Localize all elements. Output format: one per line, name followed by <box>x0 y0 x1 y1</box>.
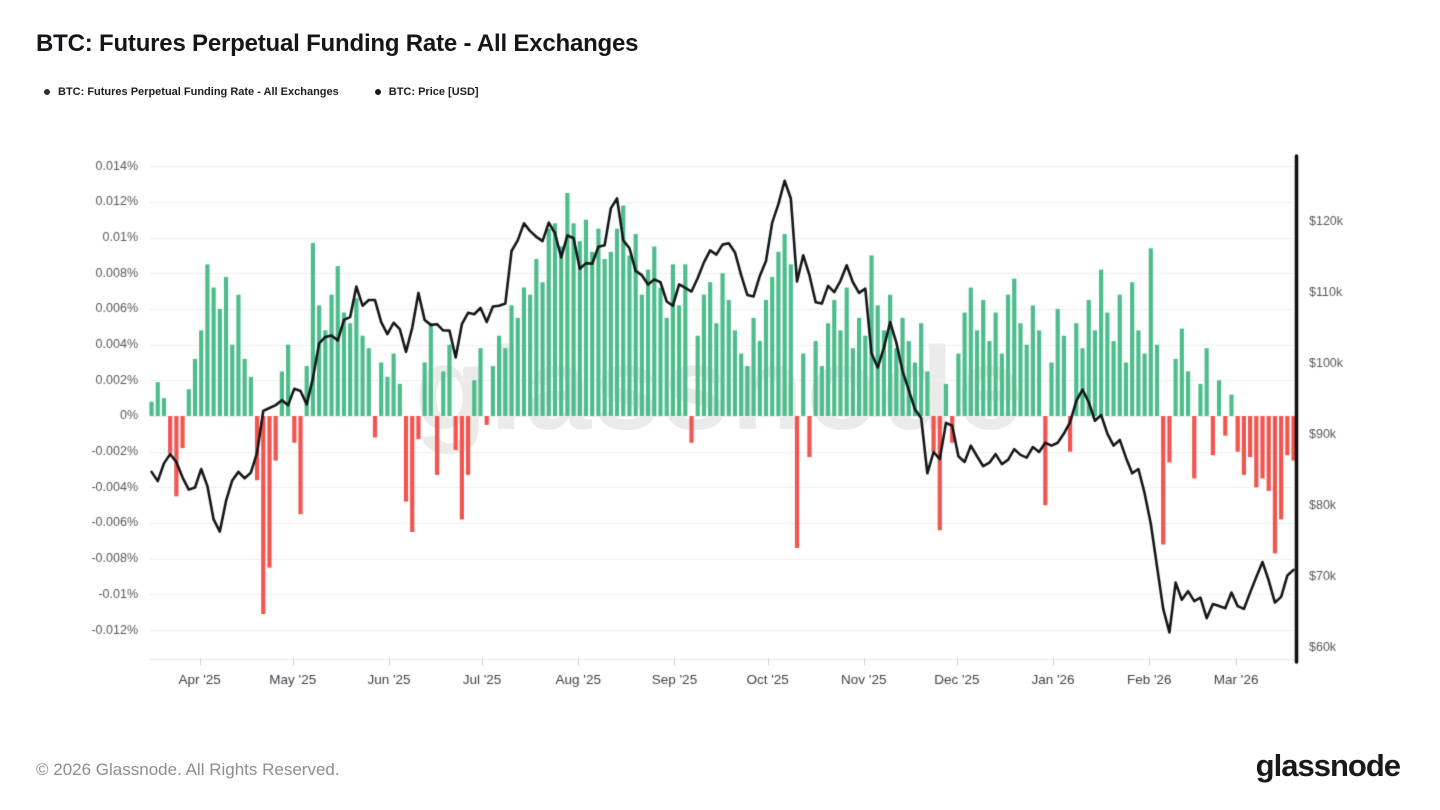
glassnode-logo: glassnode <box>1255 748 1401 783</box>
chart-area: glassnode <box>0 0 1440 720</box>
funding-rate-chart-canvas[interactable] <box>0 0 1440 720</box>
copyright-text: © 2026 Glassnode. All Rights Reserved. <box>36 760 340 779</box>
